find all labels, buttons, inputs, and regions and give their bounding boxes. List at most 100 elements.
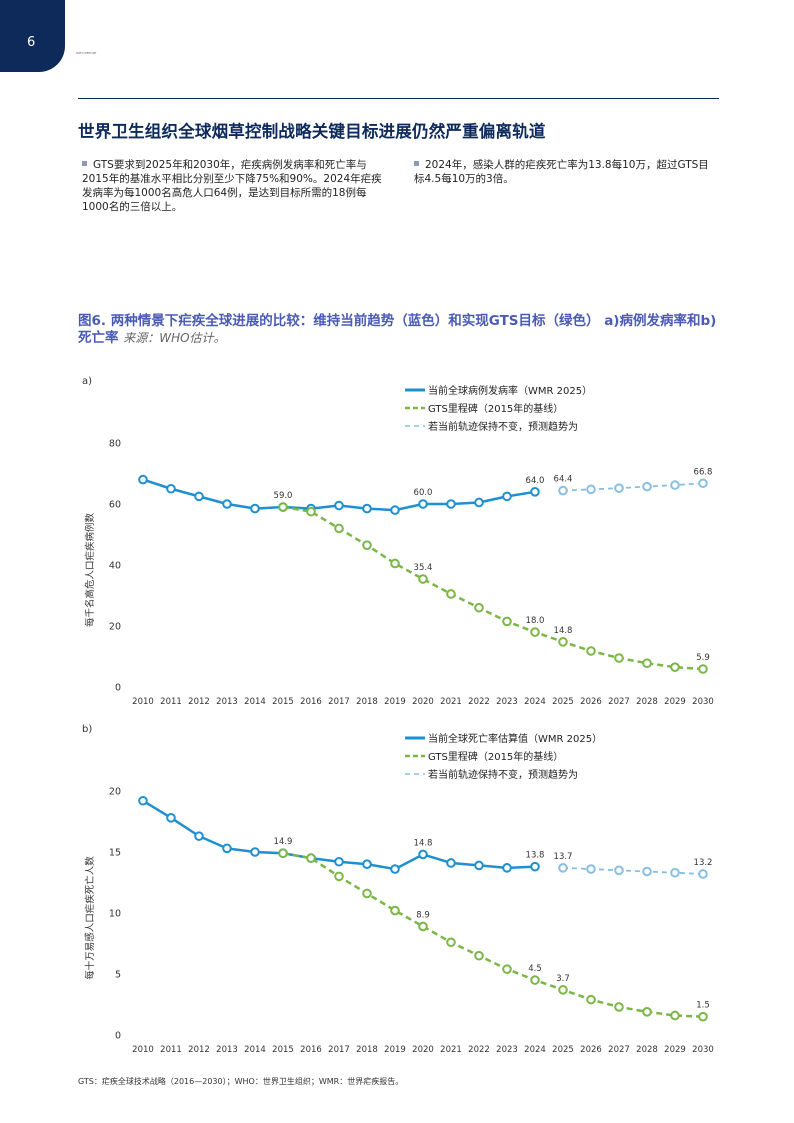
data-point bbox=[502, 863, 512, 873]
data-point bbox=[390, 558, 400, 569]
x-tick-label: 2019 bbox=[384, 697, 406, 707]
x-tick-label: 2028 bbox=[636, 697, 658, 707]
y-tick-label: 20 bbox=[109, 787, 121, 798]
data-point bbox=[614, 483, 624, 493]
y-tick-label: 5 bbox=[115, 970, 121, 981]
x-tick-label: 2027 bbox=[608, 697, 630, 707]
legend-label: 当前全球病例发病率（WMR 2025） bbox=[428, 384, 592, 397]
page-number-tab: 6 bbox=[0, 0, 65, 72]
series-line bbox=[562, 482, 704, 492]
x-tick-label: 2021 bbox=[440, 1045, 462, 1055]
data-point bbox=[334, 523, 344, 534]
x-tick-label: 2022 bbox=[468, 697, 490, 707]
x-tick-label: 2022 bbox=[468, 1045, 490, 1055]
x-tick-label: 2018 bbox=[356, 697, 378, 707]
bullet-2-text: 2024年，感染人群的疟疾死亡率为13.8每10万，超过GTS目标4.5每10万… bbox=[414, 159, 709, 185]
x-tick-label: 2024 bbox=[524, 697, 546, 707]
data-point bbox=[362, 859, 372, 869]
legend-label: 若当前轨迹保持不变，预测趋势为 bbox=[428, 420, 578, 433]
x-tick-label: 2017 bbox=[328, 1045, 350, 1055]
data-point bbox=[642, 866, 652, 877]
data-point bbox=[334, 856, 344, 867]
data-label: 14.8 bbox=[554, 626, 573, 636]
data-point bbox=[194, 491, 204, 502]
data-point bbox=[670, 662, 680, 672]
data-label: 14.8 bbox=[414, 838, 433, 848]
data-point bbox=[390, 864, 400, 874]
x-tick-label: 2025 bbox=[552, 697, 574, 707]
legend-label: 当前全球死亡率估算值（WMR 2025） bbox=[428, 732, 602, 745]
data-point bbox=[530, 627, 540, 637]
data-point bbox=[474, 497, 484, 508]
data-point bbox=[642, 1007, 652, 1017]
data-point bbox=[698, 869, 708, 879]
bullet-2: 2024年，感染人群的疟疾死亡率为13.8每10万，超过GTS目标4.5每10万… bbox=[414, 158, 719, 186]
x-tick-label: 2012 bbox=[188, 697, 210, 707]
x-tick-label: 2013 bbox=[216, 697, 238, 707]
data-point bbox=[670, 480, 680, 490]
x-tick-label: 2023 bbox=[496, 1045, 518, 1055]
figure-title-text: 图6. 两种情景下疟疾全球进展的比较：维持当前趋势（蓝色）和实现GTS目标（绿色… bbox=[78, 313, 717, 346]
data-label: 35.4 bbox=[414, 563, 433, 573]
figure-source: 来源：WHO估计。 bbox=[123, 331, 226, 345]
bullet-1-text: GTS要求到2025年和2030年，疟疾病例发病率和死亡率与2015年的基准水平… bbox=[82, 159, 382, 213]
x-tick-label: 2028 bbox=[636, 1045, 658, 1055]
y-tick-label: 0 bbox=[115, 683, 121, 694]
y-tick-label: 0 bbox=[115, 1031, 121, 1042]
y-axis-label: 每十万易感人口疟疾死亡人数 bbox=[84, 856, 96, 980]
data-point bbox=[614, 865, 624, 876]
data-point bbox=[250, 503, 260, 514]
data-point bbox=[250, 847, 260, 857]
series-line bbox=[282, 851, 704, 1018]
footnote: GTS：疟疾全球技术战略（2016—2030）；WHO：世界卫生组织；WMR：世… bbox=[78, 1077, 404, 1086]
x-tick-label: 2023 bbox=[496, 697, 518, 707]
x-tick-label: 2018 bbox=[356, 1045, 378, 1055]
data-label: 18.0 bbox=[526, 616, 545, 626]
y-tick-label: 80 bbox=[109, 439, 121, 450]
x-tick-label: 2030 bbox=[692, 697, 714, 707]
x-tick-label: 2011 bbox=[160, 1045, 182, 1055]
data-point bbox=[362, 503, 372, 514]
data-label: 4.5 bbox=[528, 964, 542, 974]
data-point bbox=[222, 499, 232, 509]
data-point bbox=[362, 888, 372, 899]
x-tick-label: 2016 bbox=[300, 1045, 322, 1055]
data-point bbox=[530, 861, 540, 872]
x-tick-label: 2029 bbox=[664, 697, 686, 707]
x-tick-label: 2010 bbox=[132, 697, 154, 707]
data-point bbox=[586, 646, 596, 656]
data-label: 8.9 bbox=[416, 910, 430, 920]
x-tick-label: 2017 bbox=[328, 697, 350, 707]
data-point bbox=[586, 994, 596, 1005]
data-label: 1.5 bbox=[696, 1001, 710, 1011]
data-point bbox=[166, 813, 176, 823]
data-label: 60.0 bbox=[414, 488, 433, 498]
data-label: 13.7 bbox=[554, 852, 573, 862]
x-tick-label: 2019 bbox=[384, 1045, 406, 1055]
data-point bbox=[138, 795, 148, 806]
data-point bbox=[418, 921, 428, 932]
data-point bbox=[474, 860, 484, 871]
x-tick-label: 2030 bbox=[692, 1045, 714, 1055]
legend-label: 若当前轨迹保持不变，预测趋势为 bbox=[428, 768, 578, 781]
data-point bbox=[418, 499, 428, 509]
page-number: 6 bbox=[27, 35, 36, 50]
data-point bbox=[138, 474, 148, 485]
figure-title: 图6. 两种情景下疟疾全球进展的比较：维持当前趋势（蓝色）和实现GTS目标（绿色… bbox=[78, 313, 728, 347]
panel-label: b) bbox=[82, 724, 92, 735]
bullet-1: GTS要求到2025年和2030年，疟疾病例发病率和死亡率与2015年的基准水平… bbox=[82, 158, 387, 214]
data-point bbox=[390, 505, 400, 515]
x-tick-label: 2011 bbox=[160, 697, 182, 707]
bullet-marker bbox=[414, 161, 419, 166]
chart-b-mortality: b) 0 5 10 15 20 2010 2011 2012 2013 2014 2015 2016 20… bbox=[82, 724, 714, 1055]
data-point bbox=[362, 540, 372, 550]
data-point bbox=[642, 658, 652, 669]
data-point bbox=[194, 831, 204, 841]
data-point bbox=[502, 616, 512, 627]
y-tick-label: 10 bbox=[109, 909, 121, 920]
data-point bbox=[446, 499, 456, 509]
y-tick-label: 60 bbox=[109, 500, 121, 511]
x-tick-label: 2020 bbox=[412, 697, 434, 707]
data-point bbox=[418, 849, 428, 860]
data-point bbox=[670, 867, 680, 878]
